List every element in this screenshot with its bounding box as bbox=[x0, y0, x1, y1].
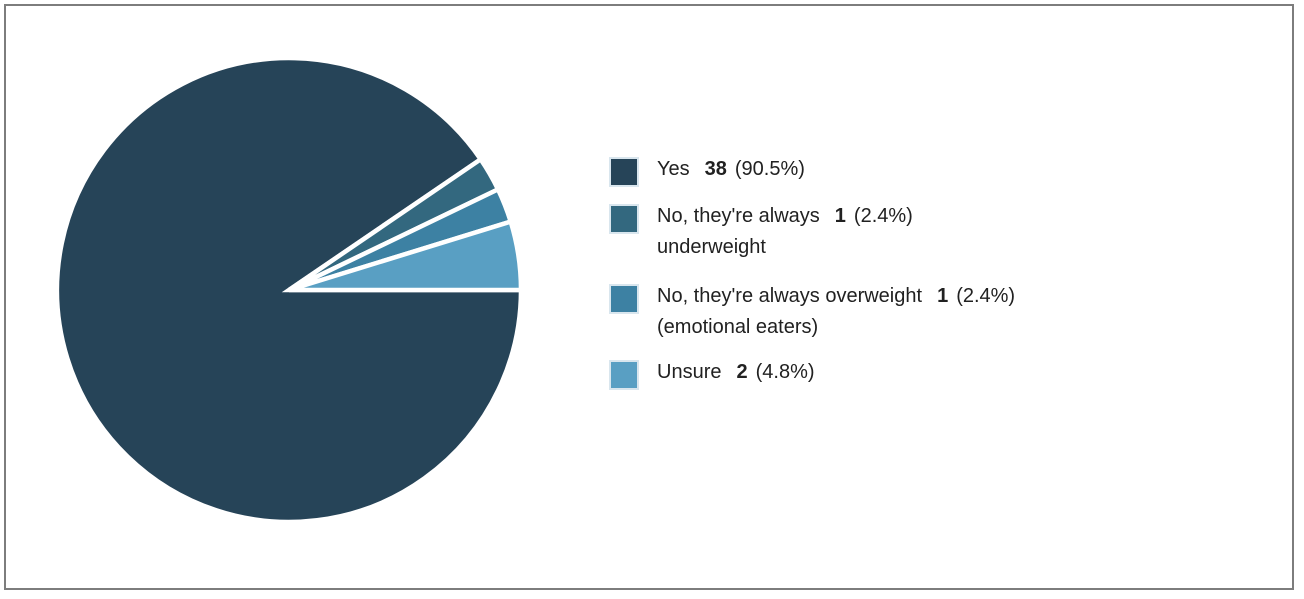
legend-label-line2: underweight bbox=[657, 236, 766, 258]
legend-percent: (2.4%) bbox=[853, 205, 913, 227]
legend-count: 38 bbox=[704, 158, 727, 180]
pie-slice-0 bbox=[54, 55, 524, 525]
legend-text: Yes 38 (90.5%) bbox=[657, 154, 805, 185]
legend-item-unsure: Unsure 2 (4.8%) bbox=[609, 360, 815, 390]
legend-swatch-no-underweight bbox=[609, 204, 639, 234]
legend-label: No, they're always bbox=[657, 205, 820, 227]
legend-label: Unsure bbox=[657, 361, 722, 383]
legend-item-no-underweight: No, they're always 1 (2.4%) underweight bbox=[609, 204, 913, 263]
legend-label: No, they're always overweight bbox=[657, 285, 923, 307]
legend-item-yes: Yes 38 (90.5%) bbox=[609, 157, 805, 187]
legend-swatch-no-overweight bbox=[609, 284, 639, 314]
legend-label-line2: (emotional eaters) bbox=[657, 316, 819, 338]
legend-swatch-unsure bbox=[609, 360, 639, 390]
legend-percent: (2.4%) bbox=[956, 285, 1016, 307]
legend-item-no-overweight: No, they're always overweight 1 (2.4%) (em… bbox=[609, 284, 1015, 343]
legend-label: Yes bbox=[657, 158, 690, 180]
legend-count: 2 bbox=[736, 361, 748, 383]
legend-text: No, they're always overweight 1 (2.4%) (em… bbox=[657, 281, 1015, 343]
pie-slice-3 bbox=[288, 218, 524, 293]
pie-chart bbox=[54, 55, 524, 525]
legend-text: No, they're always 1 (2.4%) underweight bbox=[657, 201, 913, 263]
chart-frame: Yes 38 (90.5%) No, they're always 1 (2.4%) u… bbox=[4, 4, 1294, 590]
legend-swatch-yes bbox=[609, 157, 639, 187]
legend-percent: (4.8%) bbox=[755, 361, 815, 383]
legend-count: 1 bbox=[937, 285, 949, 307]
legend-count: 1 bbox=[834, 205, 846, 227]
legend-percent: (90.5%) bbox=[734, 158, 805, 180]
legend-text: Unsure 2 (4.8%) bbox=[657, 357, 815, 388]
